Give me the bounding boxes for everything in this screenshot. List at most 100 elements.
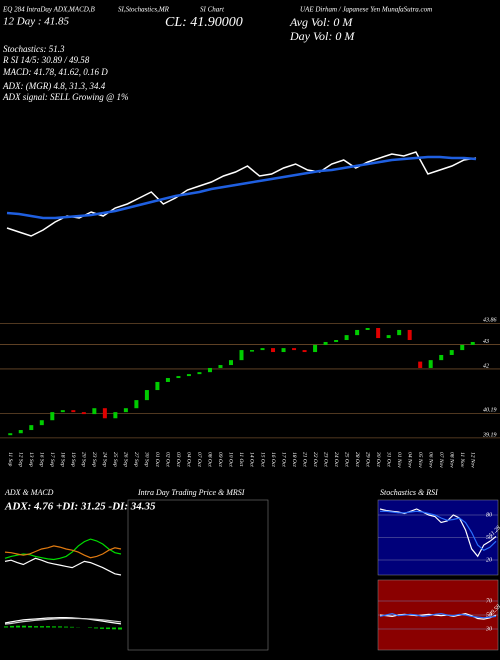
header-text: 12 Day : 41.85 <box>3 16 69 28</box>
candle-body <box>323 341 328 345</box>
candle-body <box>239 350 244 361</box>
candle-body <box>228 360 233 366</box>
histogram-bar <box>70 626 74 628</box>
candle-body <box>155 381 160 391</box>
histogram-bar <box>4 626 8 628</box>
x-tick-label: 13 Sep <box>28 452 34 467</box>
x-tick-label: 28 Oct <box>354 452 360 467</box>
candle-body <box>18 430 23 434</box>
header-text: MACD: 41.78, 41.62, 0.16 D <box>2 67 108 77</box>
last-value-label: 51.28 <box>488 525 500 539</box>
candle-body <box>207 367 212 373</box>
x-tick-label: 07 Oct <box>196 452 202 467</box>
x-tick-label: 21 Oct <box>301 452 307 467</box>
histogram-bar <box>58 626 62 628</box>
candle-body <box>281 348 286 353</box>
series-line <box>379 612 497 619</box>
x-tick-label: 18 Oct <box>291 452 297 467</box>
panel-title: ADX & MACD <box>4 488 54 497</box>
histogram-bar <box>106 627 110 630</box>
candle-body <box>386 335 391 339</box>
header-text: Avg Vol: 0 M <box>289 15 353 29</box>
candle-body <box>250 350 255 352</box>
candle-body <box>407 329 412 341</box>
x-tick-label: 04 Nov <box>406 452 413 468</box>
series-line <box>380 510 497 552</box>
x-tick-label: 11 Nov <box>459 452 465 468</box>
candle-body <box>29 425 34 431</box>
x-tick-label: 25 Sep <box>112 452 118 467</box>
histogram-bar <box>34 626 38 628</box>
candle-body <box>123 408 128 413</box>
candle-body <box>260 348 265 351</box>
header-text: Stochastics: 51.3 <box>3 44 65 54</box>
series-line <box>4 617 122 625</box>
x-tick-label: 05 Nov <box>417 452 423 468</box>
x-tick-label: 03 Oct <box>175 452 181 467</box>
x-tick-label: 19 Sep <box>70 452 76 467</box>
candle-body <box>144 390 149 401</box>
x-tick-label: 24 Sep <box>102 452 109 467</box>
x-tick-label: 29 Oct <box>364 452 370 467</box>
x-tick-label: 08 Nov <box>448 452 454 468</box>
candle-body <box>355 329 360 336</box>
series-line <box>4 538 122 561</box>
candle-body <box>271 348 276 353</box>
header-text: SI Chart <box>200 6 225 14</box>
candle-body <box>134 400 139 409</box>
histogram-bar <box>100 627 104 629</box>
y-tick-label: 80 <box>486 512 492 518</box>
x-tick-label: 08 Oct <box>207 452 213 467</box>
candle-body <box>313 344 318 353</box>
y-tick-label: 50 <box>486 612 492 618</box>
y-tick-label: 43 <box>483 338 489 345</box>
header-text: SI,Stochastics,MR <box>118 6 170 14</box>
x-tick-label: 22 Oct <box>312 452 318 467</box>
candle-body <box>418 361 423 368</box>
histogram-bar <box>28 625 32 628</box>
candle-body <box>334 340 339 342</box>
header-text: EQ 284 IntraDay ADX,MACD,B <box>2 6 96 14</box>
series-line <box>6 151 477 237</box>
candle-body <box>176 376 181 379</box>
candle-body <box>71 410 76 413</box>
x-tick-label: 27 Sep <box>133 452 139 467</box>
histogram-bar <box>112 627 116 630</box>
x-tick-label: 24 Oct <box>333 452 340 467</box>
histogram-bar <box>52 626 56 628</box>
y-tick-label: 43.86 <box>483 317 497 324</box>
candle-body <box>50 412 55 421</box>
y-tick-label: 42 <box>483 362 489 369</box>
x-tick-label: 30 Sep <box>144 451 150 467</box>
y-tick-label: 70 <box>486 598 492 604</box>
y-tick-label: 20 <box>486 557 492 563</box>
x-tick-label: 23 Sep <box>91 452 97 467</box>
header-text: R SI 14/5: 30.89 / 49.58 <box>2 55 90 65</box>
candle-body <box>428 360 433 368</box>
x-tick-label: 31 Oct <box>385 451 391 467</box>
candle-body <box>113 412 118 419</box>
x-tick-label: 09 Oct <box>217 452 223 467</box>
series-line <box>4 617 122 625</box>
header-text: Day Vol: 0 M <box>289 29 355 43</box>
x-tick-label: 11 Oct <box>238 452 244 467</box>
x-tick-label: 02 Oct <box>165 452 171 467</box>
histogram-bar <box>118 627 122 630</box>
histogram-bar <box>94 627 98 629</box>
series-line <box>6 155 477 220</box>
series-line <box>379 612 497 620</box>
histogram-bar <box>46 626 50 628</box>
candle-body <box>365 328 370 330</box>
histogram-bar <box>16 625 20 628</box>
candle-body <box>344 335 349 341</box>
panel-title: Intra Day Trading Price & MRSI <box>137 488 245 497</box>
x-tick-label: 26 Sep <box>123 452 129 467</box>
header-text: UAE Dirham / Japanese Yen MunafaSutra.co… <box>300 6 432 14</box>
histogram-bar <box>40 626 44 628</box>
header-text: ADX signal: SELL Growing @ 1% <box>2 92 129 102</box>
x-tick-label: 12 Sep <box>18 452 24 467</box>
candle-body <box>302 350 307 353</box>
panel-title: Stochastics & RSI <box>380 488 438 497</box>
